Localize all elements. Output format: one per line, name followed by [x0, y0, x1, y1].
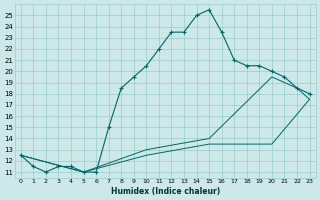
X-axis label: Humidex (Indice chaleur): Humidex (Indice chaleur): [111, 187, 220, 196]
